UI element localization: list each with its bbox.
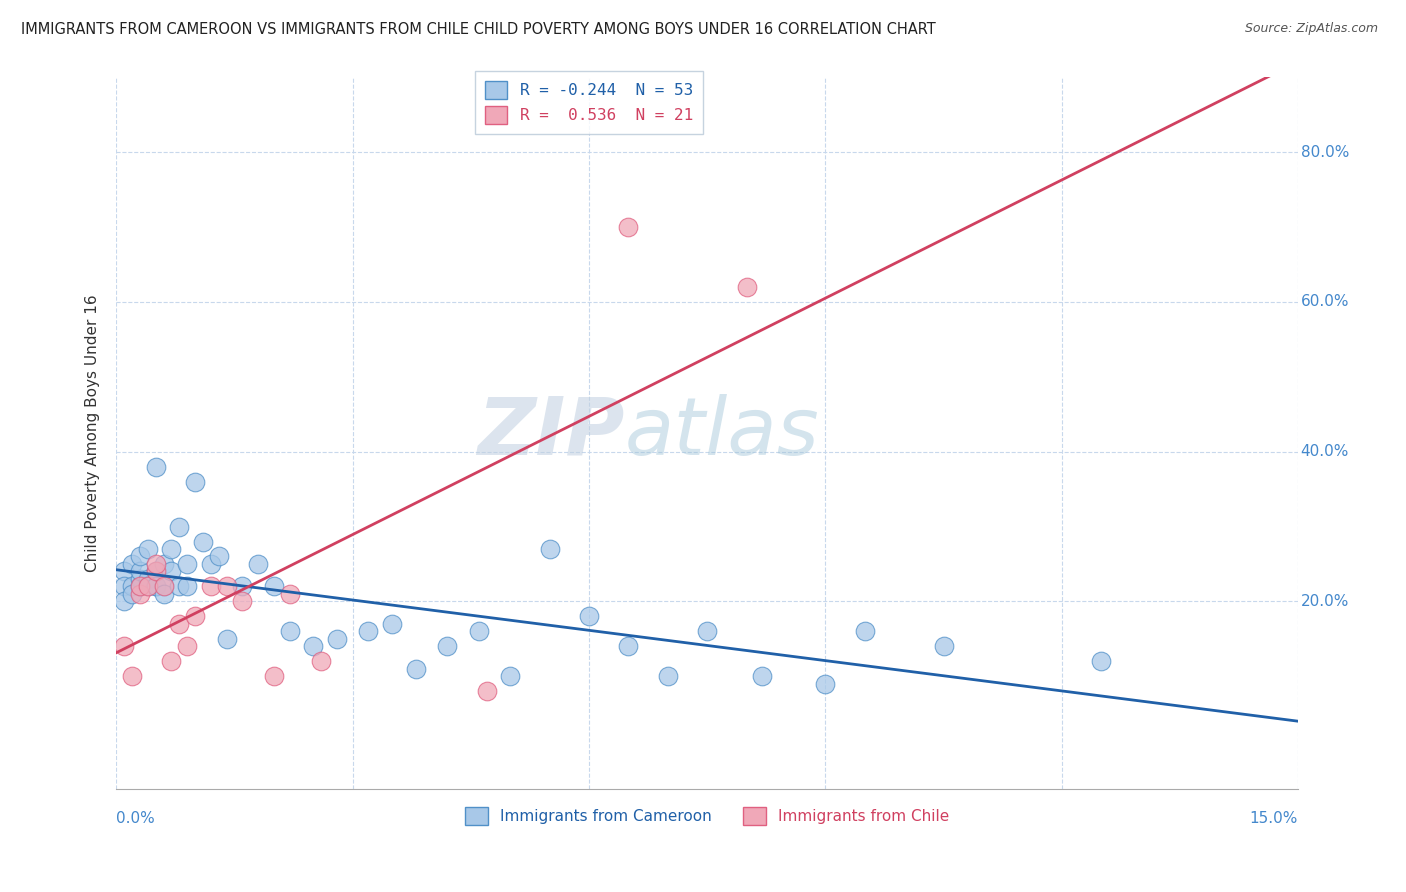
Point [112, 594, 135, 608]
Point [302, 640, 325, 654]
Point [538, 541, 561, 556]
Point [191, 534, 214, 549]
Point [357, 624, 380, 639]
Point [152, 557, 174, 571]
Point [145, 565, 167, 579]
Point [1090, 654, 1112, 668]
Point [176, 579, 198, 593]
Point [152, 579, 174, 593]
Point [136, 579, 159, 593]
Text: 80.0%: 80.0% [1301, 145, 1348, 160]
Point [152, 587, 174, 601]
Point [129, 549, 152, 564]
Point [136, 579, 159, 593]
Point [617, 640, 640, 654]
Text: 40.0%: 40.0% [1301, 444, 1348, 459]
Legend: Immigrants from Cameroon, Immigrants from Chile: Immigrants from Cameroon, Immigrants fro… [456, 798, 959, 834]
Text: 60.0%: 60.0% [1301, 294, 1348, 310]
Text: IMMIGRANTS FROM CAMEROON VS IMMIGRANTS FROM CHILE CHILD POVERTY AMONG BOYS UNDER: IMMIGRANTS FROM CAMEROON VS IMMIGRANTS F… [21, 22, 936, 37]
Point [467, 624, 489, 639]
Point [129, 587, 152, 601]
Point [215, 632, 238, 646]
Point [657, 669, 679, 683]
Point [145, 557, 167, 571]
Point [278, 624, 301, 639]
Point [735, 280, 758, 294]
Point [169, 579, 191, 593]
Point [136, 572, 159, 586]
Point [160, 654, 183, 668]
Point [129, 572, 152, 586]
Point [129, 565, 152, 579]
Point [932, 640, 955, 654]
Point [112, 640, 135, 654]
Point [129, 579, 152, 593]
Point [121, 579, 143, 593]
Point [112, 565, 135, 579]
Point [152, 579, 174, 593]
Point [231, 594, 253, 608]
Point [436, 640, 458, 654]
Point [326, 632, 349, 646]
Point [578, 609, 600, 624]
Point [160, 541, 183, 556]
Y-axis label: Child Poverty Among Boys Under 16: Child Poverty Among Boys Under 16 [86, 294, 100, 572]
Point [751, 669, 773, 683]
Point [136, 541, 159, 556]
Point [169, 519, 191, 533]
Point [176, 640, 198, 654]
Point [617, 220, 640, 235]
Point [381, 616, 404, 631]
Point [176, 557, 198, 571]
Point [145, 565, 167, 579]
Point [160, 565, 183, 579]
Point [696, 624, 718, 639]
Point [215, 579, 238, 593]
Point [475, 684, 498, 698]
Point [200, 579, 222, 593]
Text: Source: ZipAtlas.com: Source: ZipAtlas.com [1244, 22, 1378, 36]
Point [278, 587, 301, 601]
Text: 0.0%: 0.0% [117, 811, 155, 826]
Point [263, 669, 285, 683]
Point [121, 669, 143, 683]
Point [200, 557, 222, 571]
Text: 20.0%: 20.0% [1301, 594, 1348, 609]
Point [499, 669, 522, 683]
Point [169, 616, 191, 631]
Point [184, 609, 207, 624]
Point [208, 549, 231, 564]
Point [145, 579, 167, 593]
Point [145, 459, 167, 474]
Text: atlas: atlas [624, 394, 820, 472]
Point [247, 557, 270, 571]
Point [184, 475, 207, 489]
Text: 15.0%: 15.0% [1250, 811, 1298, 826]
Point [309, 654, 332, 668]
Point [145, 579, 167, 593]
Point [121, 587, 143, 601]
Point [853, 624, 876, 639]
Point [231, 579, 253, 593]
Point [814, 677, 837, 691]
Point [112, 579, 135, 593]
Point [121, 557, 143, 571]
Point [405, 662, 427, 676]
Point [129, 579, 152, 593]
Point [263, 579, 285, 593]
Text: ZIP: ZIP [477, 394, 624, 472]
